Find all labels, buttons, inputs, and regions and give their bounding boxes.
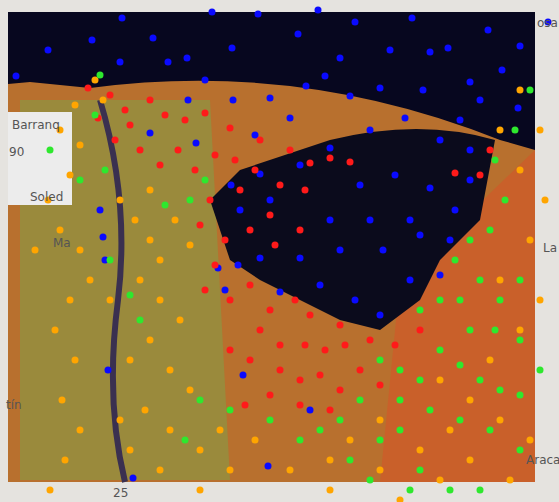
svg-text:Ma: Ma [53, 236, 71, 250]
svg-text:25: 25 [113, 486, 128, 500]
svg-text:Soled: Soled [30, 190, 63, 204]
svg-text:Barranq: Barranq [12, 118, 60, 132]
svg-text:90: 90 [9, 145, 24, 159]
svg-text:Araca: Araca [526, 453, 559, 467]
svg-text:osa: osa [537, 16, 558, 30]
svg-text:La: La [543, 241, 557, 255]
svg-text:tín: tín [6, 398, 22, 412]
